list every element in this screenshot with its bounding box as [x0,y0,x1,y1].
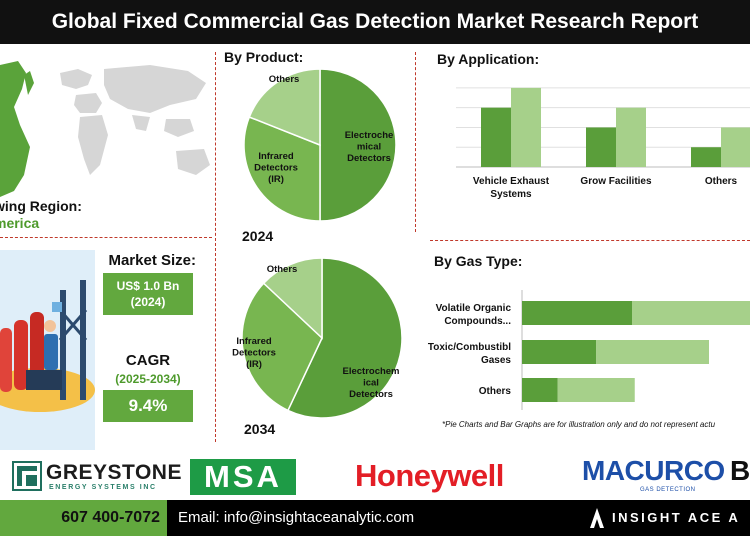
footer-email: Email: info@insightaceanalytic.com [178,509,415,526]
pie-chart-2034: Electrochem ical Detectors Infrared Detector… [232,257,403,437]
world-map-illustration [0,61,210,197]
pie-slice [286,257,403,419]
cagr-value: 9.4% [103,390,193,422]
divider-right-top [415,52,416,232]
bar-chart-by-application: Vehicle Exhaust Systems Grow Facilities Oth… [456,87,750,200]
bar [721,127,750,167]
x-tick-label: Others [705,176,738,187]
market-size-year: (2024) [130,295,166,309]
divider-left [215,52,216,442]
macurco-logo: MACURCO [582,455,725,486]
pie-slice-label: Others [269,74,300,85]
greystone-logo-subtext: ENERGY SYSTEMS INC [49,484,157,491]
honeywell-logo: Honeywell [355,458,504,493]
bar [616,107,646,167]
footer-phone-background [0,500,167,536]
bar [586,127,616,167]
bar [522,301,632,325]
pie-slice-label: Infrared Detectors (IR) [254,151,298,185]
by-gas-type-label: By Gas Type: [434,253,523,269]
y-tick-label: Volatile Organic Compounds... [436,303,512,327]
market-size-box: US$ 1.0 Bn (2024) [103,273,193,315]
leading-region-label: wing Region: [0,198,82,214]
bar [632,301,750,325]
cagr-label: CAGR [125,352,171,369]
x-tick-label: Vehicle Exhaust Systems [473,176,550,200]
pie-chart-2024: Electroche mical Detectors Infrared Detector… [242,68,397,244]
market-size-value: US$ 1.0 Bn [116,279,180,293]
bar [511,87,541,167]
pie-year-label: 2024 [242,228,273,244]
bar [522,340,597,364]
gas-cylinders-illustration [0,250,95,450]
bar [596,340,709,364]
by-product-label: By Product: [224,49,304,65]
bar [557,378,635,402]
footer-phone: 607 400-7072 [61,509,160,526]
market-size-label: Market Size: [108,252,196,269]
by-application-label: By Application: [437,51,540,67]
pie-slice-label: Others [267,264,298,275]
y-tick-label: Others [479,386,512,397]
y-tick-label: Toxic/Combustibl Gases [428,342,512,366]
pie-slice [241,282,323,412]
divider-left-mid [0,237,212,238]
pie-slice-label: Infrared Detectors (IR) [232,336,276,370]
divider-right-mid [430,240,750,241]
title-bar [0,0,750,44]
pie-slice [243,116,321,222]
cagr-period: (2025-2034) [115,372,181,386]
greystone-emblem-icon [12,461,42,491]
bar [481,107,511,167]
bar [691,147,721,167]
greystone-logo-text: GREYSTONE [46,461,182,484]
insightace-logo-icon [590,508,604,528]
msa-logo: MSA [190,459,296,495]
pie-year-label: 2034 [244,421,275,437]
logos-band [0,452,750,500]
pie-slice [248,68,321,147]
page-title: Global Fixed Commercial Gas Detection Ma… [51,10,699,33]
pie-slice [262,257,323,340]
bar-chart-by-gas-type: Volatile Organic Compounds... Toxic/Combus… [428,290,750,429]
chart-disclaimer: *Pie Charts and Bar Graphs are for illus… [442,420,716,429]
macurco-logo-subtext: GAS DETECTION [640,487,696,493]
footer-brand: INSIGHT ACE A [612,510,741,525]
x-tick-label: Grow Facilities [580,176,652,187]
partial-logo: B [730,455,750,486]
bar [522,378,558,402]
pie-slice [319,68,397,222]
leading-region-value: merica [0,215,40,231]
